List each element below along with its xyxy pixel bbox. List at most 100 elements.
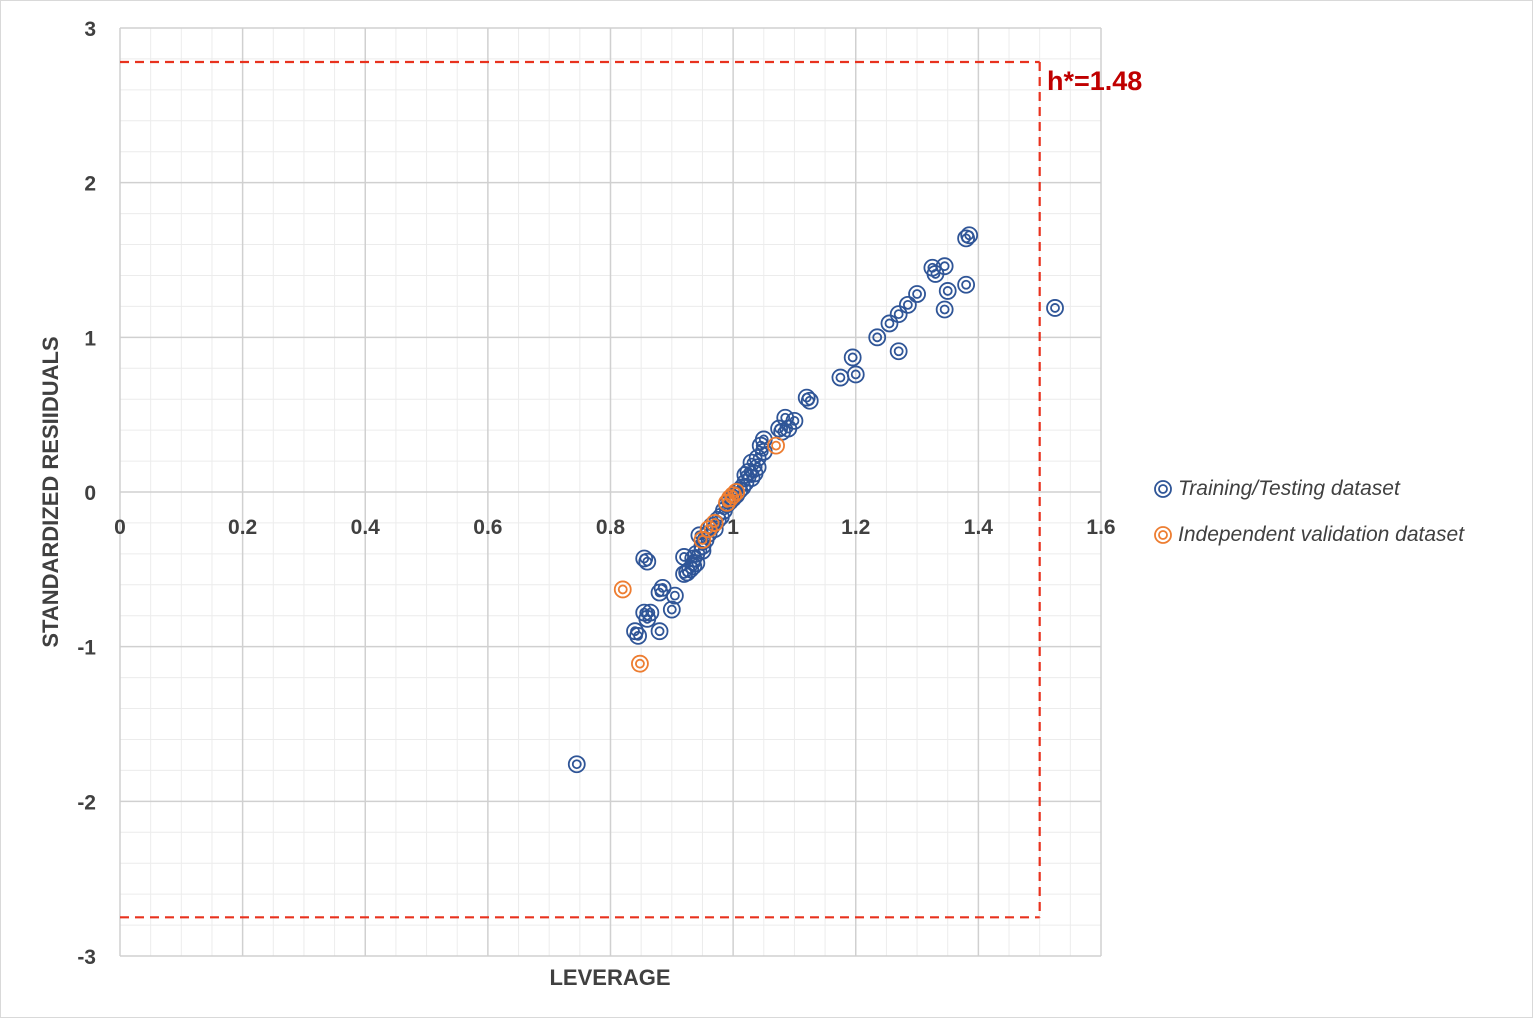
y-tick-label: 1 [84,327,96,350]
data-points [567,226,1064,774]
point-outer-ring [684,557,703,576]
training-point [748,458,767,477]
x-tick-label: 1.4 [964,516,994,539]
training-point [785,411,804,430]
point-inner-ring [697,535,708,545]
point-outer-ring [662,600,681,619]
point-outer-ring [797,388,816,407]
point-inner-ring [645,607,656,618]
x-tick-label: 0.2 [228,516,257,539]
point-inner-ring [666,604,677,615]
point-inner-ring [709,518,720,528]
point-inner-ring [691,558,702,569]
point-outer-ring [665,586,684,605]
point-inner-ring [850,369,861,380]
point-outer-ring [699,520,718,539]
point-inner-ring [930,269,941,279]
point-outer-ring [898,295,917,314]
point-outer-ring [800,391,819,410]
x-tick-label: 1.2 [841,516,870,539]
point-outer-ring [960,226,979,245]
point-inner-ring [847,352,858,363]
y-tick-label: -2 [77,791,96,814]
training-point [960,226,979,245]
point-inner-ring [893,309,904,320]
legend-item-training: Training/Testing dataset [1152,474,1464,504]
point-outer-ring [748,449,767,467]
point-inner-ring [912,289,922,299]
point-outer-ring [831,368,850,387]
x-tick-label: 0.4 [351,516,381,539]
x-tick-label: 1.6 [1086,516,1115,539]
point-outer-ring [727,483,746,501]
point-outer-ring [567,755,586,774]
point-outer-ring [889,342,908,361]
point-inner-ring [635,658,645,669]
validation-point [631,654,649,673]
point-outer-ring [650,622,669,641]
point-outer-ring [935,300,954,319]
legend: Training/Testing dataset Independent val… [1152,474,1464,566]
training-point [641,603,660,622]
point-inner-ring [669,590,680,601]
point-inner-ring [835,372,846,383]
double-circle-marker-icon [1154,480,1172,498]
point-outer-ring [957,275,976,294]
training-point [1046,299,1064,317]
validation-point [705,514,724,532]
training-point [938,282,957,300]
y-axis-title: STANDARDIZED RESIIDUALS [38,336,63,647]
y-tick-label: -3 [77,946,96,969]
point-inner-ring [657,582,668,593]
point-inner-ring [893,346,904,357]
point-inner-ring [731,487,742,497]
point-inner-ring [942,286,953,296]
leverage-threshold-annotation: h*=1.48 [1047,66,1142,96]
point-outer-ring [721,489,739,508]
point-outer-ring [708,510,727,529]
y-tick-label: 2 [84,173,96,196]
point-outer-ring [785,411,804,430]
legend-label-validation: Independent validation dataset [1178,523,1465,546]
x-tick-label: 0.8 [596,516,626,539]
x-tick-label: 0 [114,516,126,539]
validation-point [613,580,632,599]
x-tick-label: 1 [727,516,739,539]
point-outer-ring [868,328,887,347]
point-inner-ring [771,440,781,451]
point-inner-ring [654,626,665,637]
training-point [898,295,917,314]
point-inner-ring [872,332,883,343]
point-outer-ring [748,458,767,477]
point-outer-ring [767,436,785,455]
training-point [889,305,908,324]
point-outer-ring [770,419,789,438]
point-inner-ring [617,584,628,595]
training-point [908,285,926,303]
point-outer-ring [889,305,908,324]
double-circle-marker-icon [1154,526,1172,544]
point-inner-ring [804,395,815,406]
training-point [748,449,767,467]
training-point [846,365,865,384]
training-point [650,622,669,641]
point-inner-ring [1050,303,1060,313]
point-outer-ring [908,285,926,303]
point-outer-ring [629,626,647,645]
training-point [935,300,954,319]
point-outer-ring [938,282,957,300]
validation-point [693,531,712,549]
point-outer-ring [638,552,657,571]
training-point [843,348,862,367]
point-inner-ring [752,453,763,463]
training-point [880,314,899,333]
point-outer-ring [641,603,660,622]
point-inner-ring [752,462,763,473]
point-inner-ring [939,261,950,272]
training-point [665,586,684,605]
point-inner-ring [902,299,913,310]
point-inner-ring [642,556,653,567]
point-inner-ring [964,230,975,241]
